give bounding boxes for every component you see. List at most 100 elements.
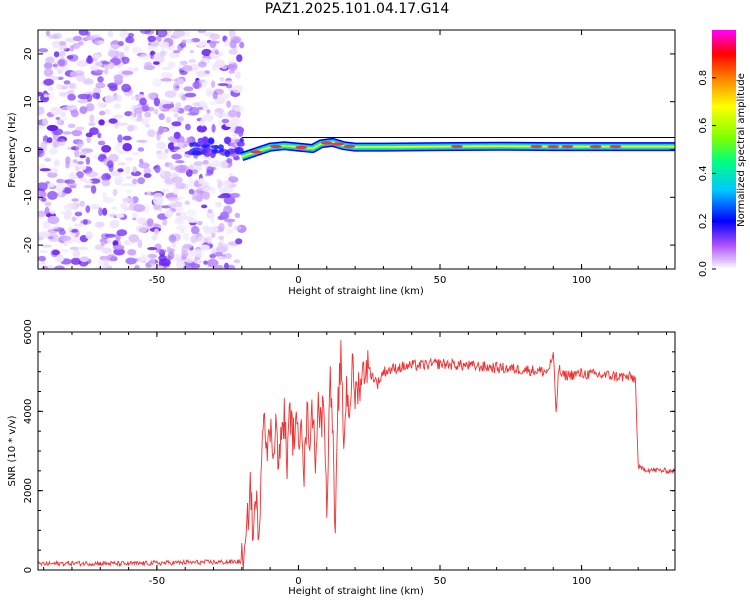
- noise-blob: [217, 180, 223, 189]
- noise-blob: [210, 248, 216, 253]
- noise-blob: [66, 104, 78, 110]
- noise-blob: [171, 153, 182, 160]
- noise-blob: [90, 185, 97, 194]
- noise-blob: [228, 70, 235, 74]
- noise-blob: [115, 51, 124, 58]
- noise-blob: [97, 132, 102, 139]
- noise-blob: [66, 182, 77, 187]
- transition-blob: [224, 150, 231, 158]
- noise-blob: [224, 39, 231, 47]
- signal-hotspot: [320, 141, 333, 145]
- noise-blob: [147, 247, 158, 251]
- noise-blob: [225, 252, 232, 260]
- noise-blob: [117, 40, 124, 47]
- y-tick-label: 0: [23, 146, 34, 152]
- noise-blob: [63, 242, 68, 247]
- noise-blob: [164, 148, 169, 154]
- noise-blob: [130, 170, 142, 177]
- signal-hotspot: [530, 144, 543, 149]
- noise-blob: [102, 197, 115, 204]
- noise-blob: [236, 54, 243, 62]
- noise-blob: [43, 94, 49, 98]
- noise-blob: [156, 152, 168, 161]
- noise-blob: [56, 254, 64, 263]
- noise-blob: [79, 165, 87, 170]
- noise-blob: [162, 219, 168, 226]
- noise-blob: [177, 142, 184, 148]
- noise-blob: [210, 232, 216, 238]
- noise-blob: [140, 53, 152, 60]
- noise-blob: [109, 44, 120, 49]
- noise-blob: [96, 40, 105, 45]
- noise-blob: [205, 173, 211, 177]
- noise-blob: [162, 103, 175, 109]
- noise-blob: [94, 53, 101, 59]
- noise-blob: [98, 207, 103, 217]
- noise-blob: [42, 118, 49, 126]
- noise-blob: [179, 70, 188, 75]
- noise-blob: [70, 109, 79, 118]
- noise-blob: [91, 34, 101, 39]
- y-tick-label: 6000: [23, 319, 34, 344]
- transition-blob: [196, 141, 204, 146]
- noise-blob: [160, 188, 170, 193]
- noise-blob: [62, 131, 72, 135]
- noise-blob: [104, 94, 114, 104]
- noise-blob: [230, 192, 241, 199]
- noise-blob: [97, 76, 104, 83]
- noise-blob: [139, 30, 152, 34]
- noise-blob: [59, 50, 66, 57]
- noise-blob: [175, 253, 180, 260]
- noise-blob: [85, 56, 94, 64]
- noise-blob: [141, 117, 149, 126]
- noise-blob: [147, 35, 156, 42]
- noise-blob: [109, 220, 120, 229]
- noise-blob: [217, 242, 224, 249]
- noise-blob: [83, 184, 92, 189]
- noise-blob: [124, 166, 131, 175]
- noise-blob: [175, 212, 181, 217]
- noise-blob: [101, 179, 111, 187]
- noise-blob: [194, 248, 203, 258]
- signal-hotspot: [451, 144, 463, 149]
- noise-blob: [122, 197, 135, 204]
- noise-blob: [113, 74, 124, 81]
- noise-blob: [165, 116, 171, 124]
- noise-blob: [46, 124, 59, 132]
- noise-blob: [57, 58, 68, 67]
- noise-blob: [141, 105, 150, 112]
- noise-blob: [202, 159, 209, 165]
- noise-blob: [171, 106, 178, 113]
- noise-blob: [112, 244, 125, 250]
- noise-blob: [202, 114, 214, 122]
- noise-blob: [154, 228, 159, 235]
- noise-blob: [157, 30, 168, 38]
- noise-blob: [207, 208, 213, 214]
- noise-blob: [95, 265, 108, 269]
- noise-blob: [197, 61, 207, 68]
- noise-blob: [57, 76, 64, 81]
- noise-blob: [181, 250, 189, 258]
- noise-blob: [167, 197, 180, 202]
- noise-blob: [82, 78, 94, 85]
- noise-blob: [77, 161, 84, 165]
- transition-blob: [202, 143, 211, 148]
- noise-blob: [39, 191, 47, 198]
- figure-title: PAZ1.2025.101.04.17.G14: [264, 1, 450, 17]
- y-tick-label: 2000: [23, 478, 34, 503]
- noise-blob: [136, 139, 148, 143]
- snr-frame: [37, 331, 676, 571]
- noise-blob: [74, 211, 83, 217]
- noise-blob: [153, 97, 160, 107]
- noise-blob: [121, 83, 131, 93]
- noise-blob: [196, 221, 203, 226]
- noise-blob: [89, 178, 101, 184]
- noise-blob: [126, 189, 132, 194]
- noise-blob: [228, 176, 239, 183]
- spectrogram-ticks: -50 0 50 100 -20 -10 0 10 20: [23, 30, 675, 286]
- noise-blob: [209, 253, 216, 259]
- noise-blob: [211, 80, 216, 88]
- noise-blob: [98, 110, 106, 116]
- noise-blob: [190, 235, 198, 244]
- noise-blob: [147, 92, 157, 100]
